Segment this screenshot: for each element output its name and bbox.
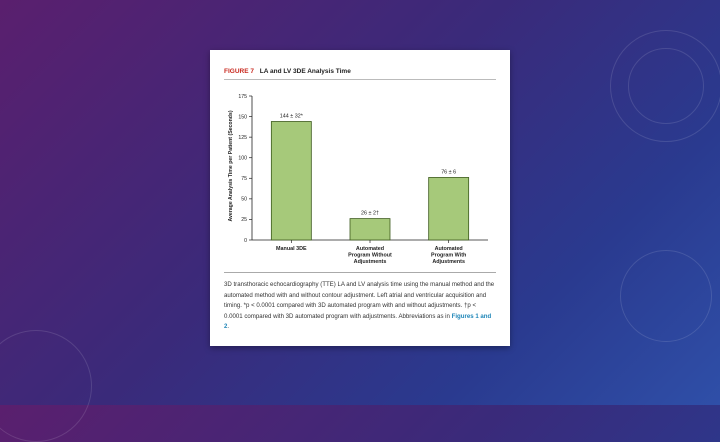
data-label: 26 ± 2† — [361, 211, 379, 217]
figure-title: LA and LV 3DE Analysis Time — [259, 68, 351, 75]
caption-end: . — [227, 323, 230, 330]
y-tick-label: 125 — [238, 135, 247, 141]
y-tick-label: 75 — [241, 176, 247, 182]
caption-text: 3D transthoracic echocardiography (TTE) … — [224, 281, 495, 320]
decorative-ring-right-inner — [628, 48, 704, 124]
data-label: 144 ± 32* — [280, 114, 304, 120]
plot-area: 0 25 50 75 100 125 150 175 144 ± 32* Manual 3DE 26… — [238, 94, 488, 265]
decorative-ring-right — [610, 30, 720, 142]
x-tick-label-line: Program Without — [348, 252, 392, 258]
x-tick-label-line: Program With — [431, 252, 466, 258]
decorative-ring-bottom-left — [0, 330, 92, 442]
data-label: 76 ± 6 — [441, 169, 456, 175]
caption-figure-link[interactable]: Figures 1 and 2 — [224, 312, 492, 331]
x-tick-label: Automated Program With Adjustments — [431, 246, 466, 265]
bar — [349, 218, 391, 241]
y-tick-label: 175 — [238, 94, 247, 100]
y-tick-label: 100 — [238, 156, 247, 162]
figure-card: FIGURE 7 LA and LV 3DE Analysis Time Ave… — [210, 50, 510, 346]
bar — [270, 121, 312, 241]
y-axis-label: Average Analysis Time per Patient (Secon… — [228, 110, 234, 221]
x-tick-label: Manual 3DE — [276, 246, 307, 252]
x-tick-label-line: Manual 3DE — [276, 246, 307, 252]
bar — [428, 177, 470, 241]
y-tick-label: 25 — [241, 217, 247, 223]
x-tick-label-line: Automated — [356, 246, 384, 252]
x-tick-label-line: Adjustments — [432, 259, 465, 265]
figure-caption: 3D transthoracic echocardiography (TTE) … — [224, 272, 496, 333]
bar-chart: Average Analysis Time per Patient (Secon… — [228, 94, 488, 265]
y-tick-label: 0 — [244, 238, 247, 244]
x-tick-label-line: Automated — [435, 246, 463, 252]
x-tick-label: Automated Program Without Adjustments — [348, 246, 392, 265]
y-tick-label: 50 — [241, 197, 247, 203]
decorative-ring-bottom-right — [620, 250, 712, 342]
x-tick-label-line: Adjustments — [354, 259, 387, 265]
figure-label: FIGURE 7 — [224, 68, 254, 75]
figure-header: FIGURE 7 LA and LV 3DE Analysis Time — [224, 68, 496, 80]
y-tick-label: 150 — [238, 114, 247, 120]
